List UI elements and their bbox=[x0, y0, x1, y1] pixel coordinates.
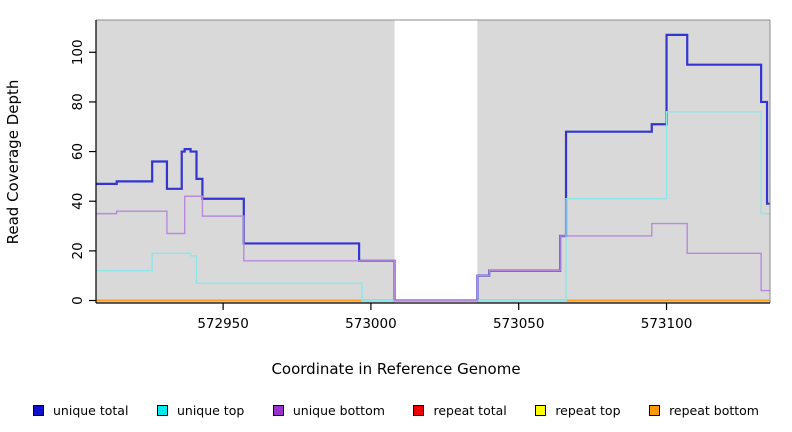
x-tick-label: 573050 bbox=[493, 316, 545, 332]
y-tick-label: 60 bbox=[70, 143, 86, 160]
legend-label: unique top bbox=[176, 402, 245, 418]
y-tick-label: 20 bbox=[70, 242, 86, 259]
legend-label: unique total bbox=[53, 402, 129, 418]
legend-item-repeat-total: repeat total bbox=[413, 402, 507, 418]
legend-swatch-icon bbox=[413, 404, 425, 416]
y-tick-label: 40 bbox=[70, 193, 86, 210]
legend-label: repeat top bbox=[555, 402, 621, 418]
legend-swatch-icon bbox=[272, 404, 284, 416]
legend-swatch-icon bbox=[649, 404, 661, 416]
masked-region bbox=[394, 20, 478, 303]
x-tick-label: 572950 bbox=[197, 316, 249, 332]
legend-label: repeat bottom bbox=[669, 402, 759, 418]
x-tick-label: 573000 bbox=[345, 316, 397, 332]
y-tick-label: 100 bbox=[70, 39, 86, 65]
legend-swatch-icon bbox=[33, 404, 44, 416]
series-unique-bottom bbox=[96, 195, 770, 302]
legend: unique total unique top unique bottom repea… bbox=[33, 400, 759, 420]
x-tick-label: 573100 bbox=[641, 316, 693, 332]
x-axis-title: Coordinate in Reference Genome bbox=[271, 360, 521, 378]
legend-swatch-icon bbox=[156, 404, 168, 416]
y-tick-label: 80 bbox=[70, 93, 86, 110]
series-unique-top bbox=[96, 111, 770, 302]
legend-item-unique-bottom: unique bottom bbox=[272, 402, 385, 418]
y-tick-label: 0 bbox=[70, 296, 86, 305]
legend-swatch-icon bbox=[535, 404, 547, 416]
legend-item-unique-top: unique top bbox=[156, 402, 245, 418]
y-axis-title: Read Coverage Depth bbox=[4, 79, 22, 245]
legend-item-repeat-bottom: repeat bottom bbox=[649, 403, 759, 418]
legend-label: repeat total bbox=[433, 402, 507, 418]
legend-item-unique-total: unique total bbox=[33, 403, 128, 418]
legend-label: unique bottom bbox=[292, 402, 385, 418]
legend-item-repeat-top: repeat top bbox=[535, 402, 621, 418]
